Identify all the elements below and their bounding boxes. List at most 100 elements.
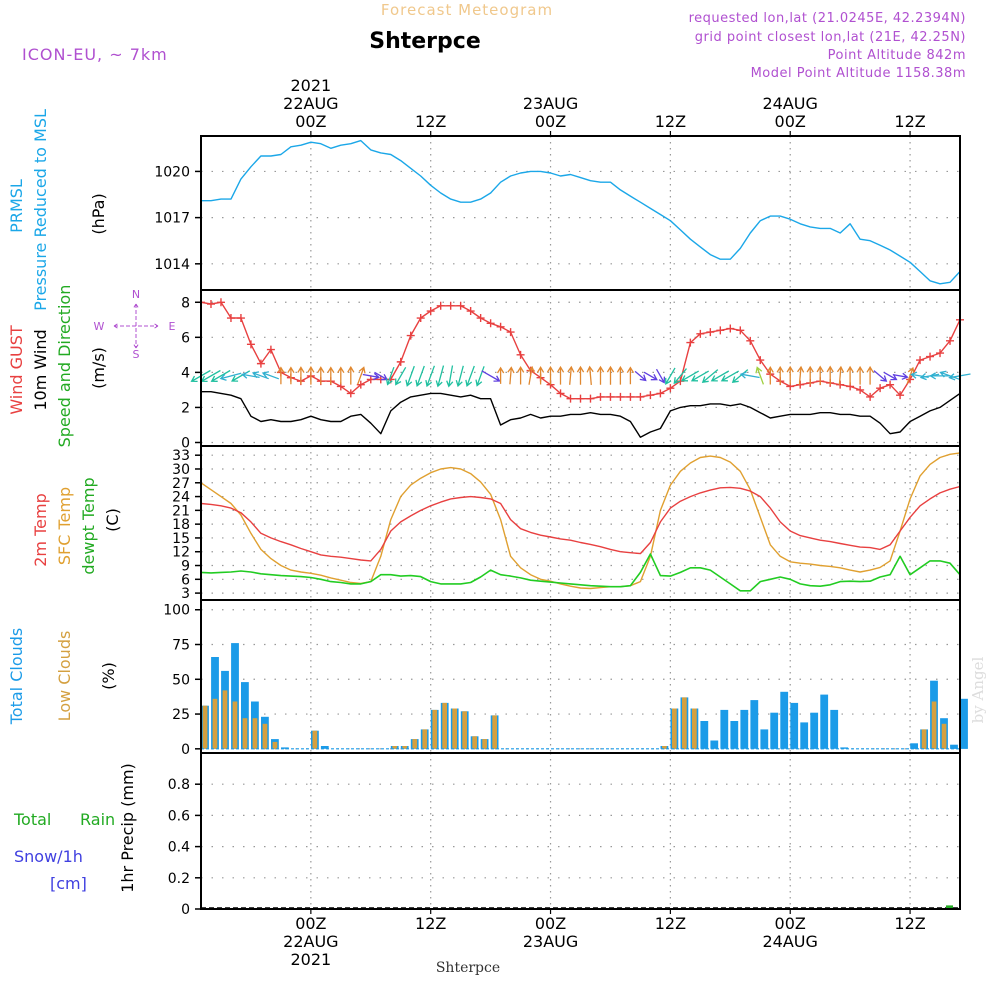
wind-direction-arrow — [596, 365, 605, 385]
credit: by Angel — [969, 656, 987, 723]
wind-gust-point — [226, 314, 235, 323]
y-tick-label: 0.8 — [168, 777, 190, 793]
total-clouds-bar — [710, 740, 719, 749]
wind-direction-arrow — [261, 371, 280, 380]
sfctemp-label: SFC Temp — [55, 487, 74, 565]
wind-gust-point — [426, 307, 435, 316]
low-clouds-bar — [432, 709, 438, 749]
low-clouds-bar — [672, 708, 677, 749]
wind-gust-point — [396, 357, 405, 366]
wind-direction-arrow — [776, 365, 784, 385]
y-tick-label: 9 — [181, 559, 190, 575]
wind-direction-arrow — [362, 372, 381, 381]
total-clouds-bar — [780, 691, 789, 749]
wind-direction-arrow — [455, 365, 464, 388]
wind-gust-point — [216, 298, 225, 307]
low-clouds-bar — [921, 729, 927, 749]
y-tick-label: 24 — [172, 490, 190, 506]
y-tick-label: 27 — [172, 476, 190, 492]
wind-gust-point — [706, 328, 715, 337]
wind-direction-arrow — [576, 365, 585, 385]
wind-gust-point — [436, 301, 445, 310]
wind-direction-arrow — [516, 366, 525, 385]
x-tick-label-bottom: 12Z — [415, 914, 446, 933]
x-tick-label-bottom: 00Z — [535, 914, 566, 933]
low-clouds-bar — [422, 729, 428, 749]
wind-direction-arrow — [846, 365, 854, 385]
wind-gust-point — [516, 350, 525, 359]
compass-ns-arrow — [132, 303, 140, 349]
rain-bar — [946, 905, 953, 909]
wind-gust-point — [886, 380, 895, 389]
wind-gust-point — [606, 392, 615, 401]
temp-2m-line — [200, 485, 961, 562]
wind-direction-arrow — [866, 365, 874, 385]
wind-gust-point — [466, 307, 475, 316]
total-clouds-bar — [960, 698, 968, 749]
x-tick-label-top: 00Z — [535, 112, 566, 131]
low-clouds-bar — [392, 746, 398, 749]
wind-gust-point — [686, 338, 695, 347]
total-clouds-bar — [281, 747, 289, 749]
wind-gust-point — [666, 384, 675, 393]
wind-direction-arrow — [317, 366, 325, 385]
compass-icon: N S W E — [94, 288, 176, 361]
wind-gust-point — [416, 314, 425, 323]
y-tick-label: 21 — [172, 503, 190, 519]
y-tick-label: 4 — [181, 365, 190, 381]
wind-direction-arrow — [634, 370, 647, 382]
wind-gust-point — [756, 356, 765, 365]
wind-gust-point — [656, 389, 665, 398]
wind-label: 10m Wind — [31, 329, 50, 410]
wind-direction-arrow — [739, 371, 760, 379]
wind-direction-arrow — [347, 365, 355, 385]
x-tick-label-bottom: 22AUG — [283, 932, 338, 951]
low-clouds-bar — [472, 736, 477, 749]
low-clouds-bar — [452, 708, 457, 749]
wind-direction-arrow — [786, 365, 794, 385]
y-tick-label: 1020 — [154, 164, 190, 180]
snow-label: Snow/1h — [14, 847, 83, 866]
wind-gust-point — [486, 319, 495, 328]
total-clouds-bar — [730, 721, 739, 749]
low-clouds-bar — [662, 746, 667, 749]
low-clouds-bar — [412, 739, 418, 749]
panel-frame — [200, 752, 961, 910]
x-tick-label-top: 24AUG — [763, 94, 818, 113]
wind-direction-arrow — [357, 366, 366, 385]
total-clouds-bar — [770, 712, 779, 749]
wind-direction-arrow — [673, 368, 687, 385]
wind-direction-arrow — [710, 370, 730, 382]
grid-layer — [201, 136, 960, 910]
wind-direction-arrow — [892, 372, 909, 380]
pressure-label-name: PRMSL — [7, 179, 26, 233]
wind-direction-arrow — [287, 366, 295, 385]
compass-e: E — [169, 320, 176, 333]
wind-10m-line — [201, 391, 961, 438]
wind-direction-arrow — [806, 365, 814, 385]
wind-direction-arrow — [546, 365, 555, 385]
y-tick-label: 0 — [181, 742, 190, 758]
wind-gust-point — [626, 392, 635, 401]
x-tick-label-bottom: 00Z — [775, 914, 806, 933]
wind-direction-arrow — [327, 366, 335, 385]
y-tick-label: 100 — [163, 603, 190, 619]
wind-direction-arrow — [405, 365, 415, 387]
wind-direction-arrow — [701, 369, 719, 384]
wind-direction-arrow — [415, 365, 425, 387]
wind-direction-arrow — [567, 365, 575, 385]
wind-direction-arrow — [873, 370, 888, 382]
low-clouds-bar — [222, 690, 228, 749]
wind-gust-point — [856, 385, 865, 394]
wind-direction-arrow — [425, 365, 436, 388]
wind-gust-point — [746, 336, 755, 345]
low-clouds-bar — [931, 701, 937, 749]
x-tick-label-top: 22AUG — [283, 94, 338, 113]
y-tick-label: 3 — [181, 586, 190, 602]
y-tick-label: 25 — [172, 707, 190, 723]
wind-gust-point — [556, 389, 565, 398]
x-tick-label-top: 00Z — [295, 112, 326, 131]
y-tick-label: 0 — [181, 435, 190, 451]
low-clouds-bar — [242, 718, 248, 749]
